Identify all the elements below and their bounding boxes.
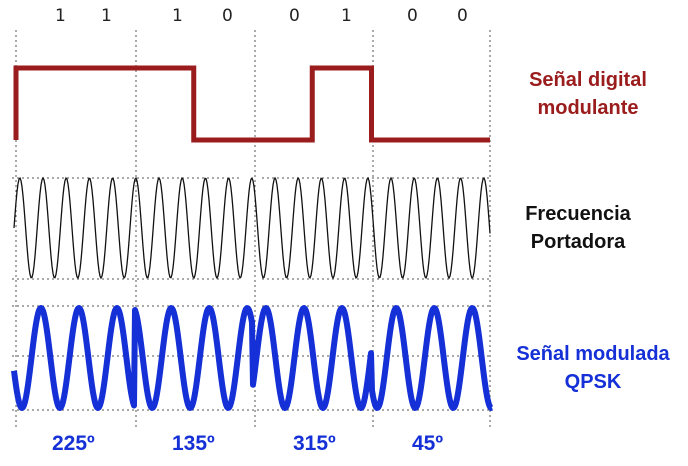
bit-label-8: 0 [457,6,468,26]
digital-label-line2: modulante [537,97,639,119]
phase-label-3: 315º [293,432,336,455]
carrier-signal-label: Frecuencia Portadora [503,200,653,256]
bit-label-5: 0 [289,6,300,26]
carrier-label-line1: Frecuencia [525,203,631,225]
bit-label-2: 1 [101,6,112,26]
modulated-label-line2: QPSK [564,371,622,393]
modulated-signal-label: Señal modulada QPSK [500,340,686,396]
carrier-signal-trace [13,176,491,280]
bit-label-1: 1 [55,6,66,26]
digital-signal-trace [13,65,490,143]
modulated-label-line1: Señal modulada [516,343,670,365]
phase-label-4: 45º [412,432,444,455]
carrier-label-line2: Portadora [530,231,626,253]
digital-label-line1: Señal digital [529,69,647,91]
qpsk-signal-trace [11,305,494,411]
bit-label-3: 1 [172,6,183,26]
bit-label-7: 0 [407,6,418,26]
bit-label-6: 1 [341,6,352,26]
bit-label-4: 0 [222,6,233,26]
guide-lines [12,177,490,411]
phase-label-1: 225º [52,432,95,455]
phase-label-2: 135º [172,432,215,455]
digital-signal-label: Señal digital modulante [508,66,668,122]
